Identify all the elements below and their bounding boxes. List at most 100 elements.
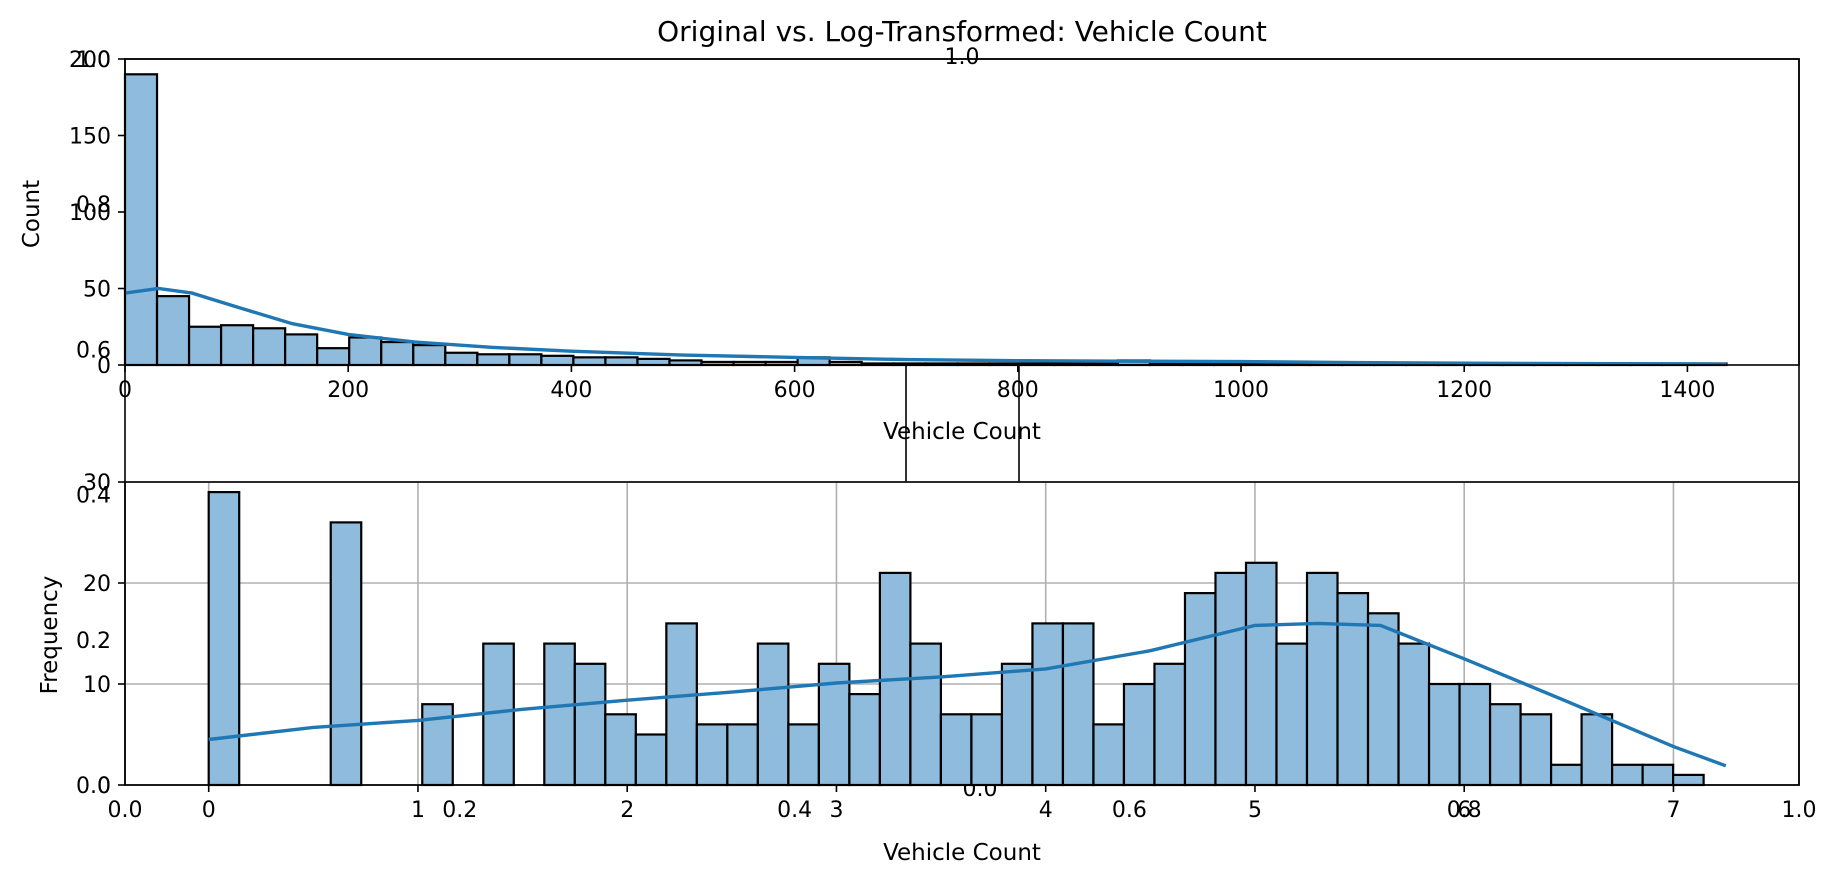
log-bar [1061,622,1095,787]
log-bar [939,713,973,787]
original-bar [123,73,159,367]
log-x-tick-label: 2 [620,798,634,823]
log-bar [604,713,637,787]
log-bar [1641,763,1675,787]
log-bar [1397,642,1431,787]
log-bar [1549,763,1583,787]
log-y-axis-label: Frequency [37,576,63,695]
original-x-axis-label: Vehicle Count [883,419,1041,445]
original-bar [540,354,575,367]
overlay-y-tick-label: 0.6 [76,338,111,363]
log-bar [1000,662,1034,787]
log-x-ticks: 0 1 2 3 4 5 6 7 [202,785,1680,823]
overlay-x-tick-label: 0.8 [1447,798,1482,823]
overlay-x-tick-label: 0.4 [777,798,812,823]
original-bar [155,295,191,367]
original-bar [636,357,671,367]
log-bar [848,692,881,787]
overlay-axes: 1.0 0.0 0.0 0.2 0.4 0.6 0.8 1.00.00.20.40.60.… [76,45,1817,823]
original-y-tick-label: 0 [97,354,111,379]
log-bar [1031,622,1065,787]
original-bar [444,351,479,367]
original-bar [252,327,287,367]
log-bar [756,642,790,787]
log-bar [1336,591,1370,787]
original-y-tick-label: 150 [69,125,111,150]
log-kde-line [208,621,1727,768]
overlay-x-tick-label: 0.0 [108,798,143,823]
log-histogram: 0 1 2 3 4 5 6 7 0 10 20 30 Vehicle Count Frequency [37,471,1799,866]
overlay-y-tick-label: 1.0 [76,48,111,73]
overlay-top-tick-label: 1.0 [945,45,980,70]
log-y-tick-label: 30 [83,471,111,496]
original-bar [604,356,639,367]
log-x-tick-label: 4 [1039,798,1053,823]
original-x-tick-label: 1000 [1213,378,1269,403]
log-bar [1519,713,1553,787]
original-x-tick-label: 0 [118,378,132,403]
original-kde-line [124,286,1727,366]
original-x-tick-label: 600 [774,378,816,403]
original-bar [316,347,351,367]
original-bar [219,324,255,367]
log-bar [726,723,759,787]
log-bar [1183,591,1217,787]
log-bar [1672,773,1705,787]
log-bar [1122,682,1156,787]
log-bar [665,622,698,787]
log-x-tick-label: 3 [829,798,843,823]
log-bar [970,713,1004,787]
original-y-tick-label: 50 [83,278,111,303]
log-y-tick-label: 20 [83,572,111,597]
log-bar [1427,682,1461,787]
log-bar [1305,571,1339,787]
log-bar [909,642,943,787]
log-y-ticks: 0 10 20 30 [83,471,125,799]
log-bar [329,521,363,787]
original-bar [187,325,223,367]
original-bar [572,356,607,367]
log-x-tick-label: 0 [202,798,216,823]
figure-title: Original vs. Log-Transformed: Vehicle Co… [657,15,1267,48]
log-bar [1488,703,1522,787]
log-bars [207,491,1705,787]
log-bar [1092,723,1126,787]
original-bar [476,353,511,367]
original-bar [284,333,319,367]
log-x-tick-label: 6 [1457,798,1471,823]
original-x-tick-label: 1200 [1436,378,1492,403]
log-bar [1610,763,1644,787]
overlay-x-tick-label: 0.2 [442,798,477,823]
original-x-tick-label: 200 [327,378,369,403]
original-bar [508,353,543,367]
log-bar [1214,571,1248,787]
overlay-x-tick-label: 1.0 [1782,798,1817,823]
original-x-tick-label: 800 [997,378,1039,403]
overlay-y-tick-label: 0.4 [76,484,111,509]
original-y-axis-label: Count [19,180,45,248]
log-x-tick-label: 5 [1248,798,1262,823]
log-bar [573,662,607,787]
log-bar [1366,612,1400,787]
log-x-tick-label: 7 [1666,798,1680,823]
overlay-y-tick-label: 0.0 [76,774,111,799]
original-histogram: 0 200 400 600 800 1000 1200 1400 0 50 100 150 200 V… [19,48,1728,445]
original-x-tick-label: 1400 [1659,378,1715,403]
log-bar [1244,561,1278,787]
original-axes-frame [124,58,1800,366]
overlay-y-tick-label: 0.8 [76,193,111,218]
overlay-x-tick-label: 0.6 [1112,798,1147,823]
overlay-y-tick-label: 0.2 [76,629,111,654]
original-y-ticks: 0 50 100 150 200 [69,48,125,379]
original-y-tick-label: 100 [69,201,111,226]
log-bar [1580,713,1614,787]
log-bar [634,733,668,787]
log-bar [543,642,576,787]
original-x-tick-label: 400 [550,378,592,403]
original-y-tick-label: 200 [69,48,111,73]
log-x-axis-label: Vehicle Count [883,840,1041,866]
log-bar [1153,662,1187,787]
log-bar [207,491,241,787]
log-bar [787,723,820,787]
